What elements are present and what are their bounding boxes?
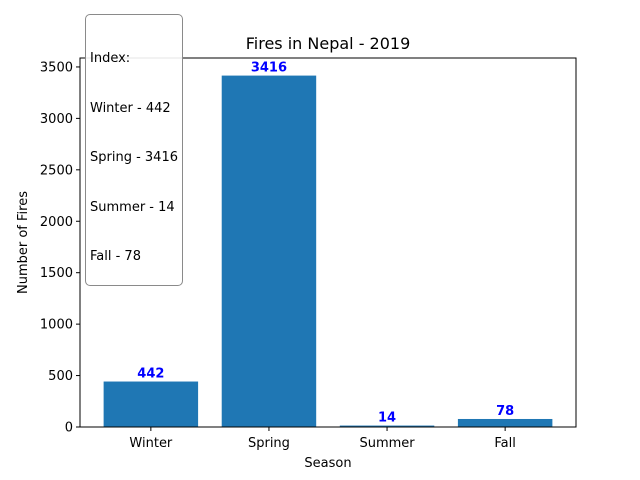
- annotation-line-summer: Summer - 14: [90, 199, 175, 215]
- y-tick-label: 2500: [40, 163, 73, 178]
- y-tick-label: 2000: [40, 215, 73, 230]
- y-tick-label: 500: [48, 369, 73, 384]
- chart-title: Fires in Nepal - 2019: [246, 34, 411, 53]
- x-axis-title: Season: [304, 456, 351, 471]
- x-tick-label-fall: Fall: [494, 436, 515, 451]
- annotation-line-fall: Fall - 78: [90, 249, 141, 264]
- y-tick-label: 1000: [40, 318, 73, 333]
- x-tick-label-summer: Summer: [359, 436, 415, 451]
- plot-frame: [79, 57, 577, 428]
- bars-layer: [103, 75, 553, 427]
- annotation-line-heading: Index:: [90, 51, 131, 66]
- x-tick-label-spring: Spring: [248, 436, 290, 451]
- data-label-winter: 442: [137, 367, 164, 382]
- data-label-fall: 78: [496, 404, 514, 419]
- y-axis-title: Number of Fires: [16, 191, 31, 294]
- data-labels-layer: 442 3416 14 78: [137, 61, 514, 426]
- data-label-spring: 3416: [251, 61, 287, 76]
- annotation-line-spring: Spring - 3416: [90, 150, 178, 165]
- axes-layer: 0 500 1000 1500 2000 2500 3000 3500 Winter Spring…: [40, 57, 577, 451]
- annotation-line-winter: Winter - 442: [90, 100, 171, 116]
- y-tick-label: 3500: [40, 60, 73, 75]
- y-tick-label: 1500: [40, 266, 73, 281]
- index-annotation-box: Index: Winter - 442 Spring - 3416 Summer…: [85, 14, 183, 286]
- bar-summer: [339, 425, 435, 427]
- y-tick-label: 0: [65, 421, 73, 436]
- y-tick-label: 3000: [40, 112, 73, 127]
- data-label-summer: 14: [378, 411, 396, 426]
- bar-spring: [221, 75, 317, 427]
- bar-winter: [103, 381, 199, 427]
- bar-fall: [457, 418, 553, 427]
- x-tick-label-winter: Winter: [129, 436, 173, 451]
